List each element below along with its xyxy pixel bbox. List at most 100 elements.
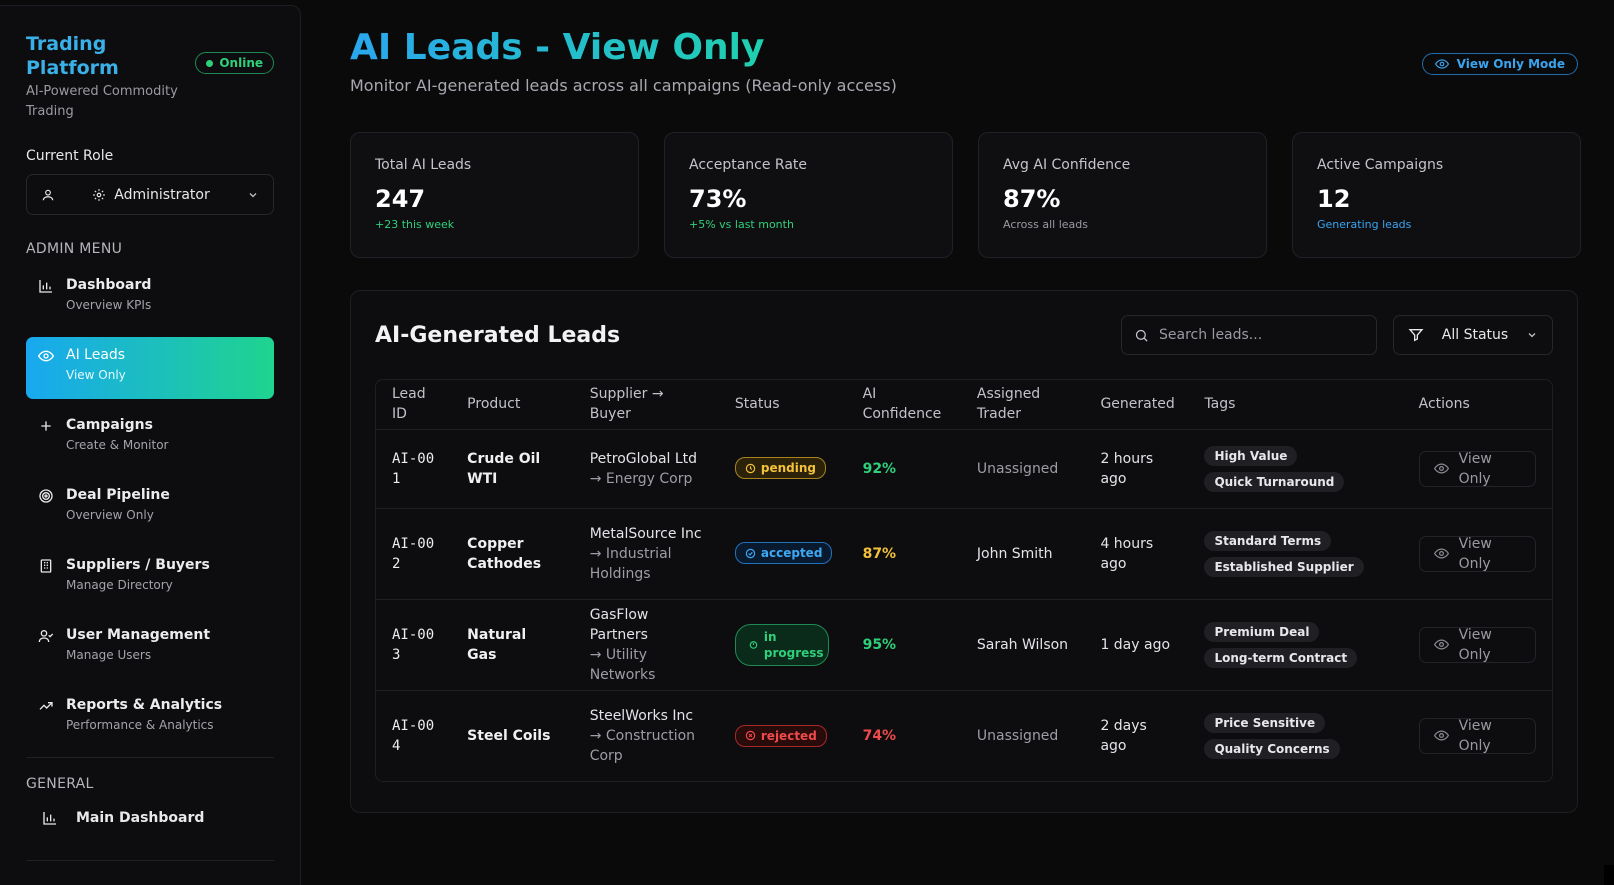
x-circle-icon (745, 730, 756, 741)
sidebar-item-subtitle: Performance & Analytics (66, 718, 214, 732)
brand-subtitle: AI-Powered Commodity Trading (26, 84, 178, 119)
tags-cell: High Value Quick Turnaround (1188, 429, 1403, 509)
view-only-button[interactable]: View Only (1418, 535, 1536, 572)
role-select[interactable]: Administrator (26, 174, 274, 215)
view-only-button[interactable]: View Only (1418, 450, 1536, 487)
current-role-label: Current Role (26, 148, 114, 164)
view-mode-label: View Only Mode (1456, 57, 1565, 71)
column-header: Status (718, 380, 847, 430)
leads-table: Lead ID Product Supplier → Buyer Status … (376, 380, 1552, 781)
table-row: AI-001 Crude Oil WTI PetroGlobal Ltd → E… (376, 429, 1552, 509)
sidebar-item-reports-analytics[interactable]: Reports & Analytics Performance & Analyt… (26, 687, 274, 749)
online-status-badge: Online (195, 52, 274, 74)
column-header: AI Confidence (846, 380, 961, 430)
table-row: AI-002 Copper Cathodes MetalSource Inc →… (376, 508, 1552, 600)
kpi-label: Total AI Leads (375, 157, 472, 173)
sidebar-item-deal-pipeline[interactable]: Deal Pipeline Overview Only (26, 477, 274, 539)
assigned-trader: Unassigned (960, 429, 1085, 509)
column-header: Product (451, 380, 574, 430)
kpi-label: Avg AI Confidence (1003, 157, 1131, 173)
view-only-button[interactable]: View Only (1418, 626, 1536, 663)
supplier-buyer: SteelWorks Inc → Construction Corp (574, 690, 719, 781)
lead-id: AI-001 (376, 429, 452, 509)
sidebar-item-title: Main Dashboard (76, 810, 205, 826)
target-icon (38, 488, 54, 504)
generated-time: 2 hours ago (1084, 429, 1189, 509)
status-badge: in progress (734, 623, 829, 666)
column-header: Actions (1402, 380, 1552, 430)
sidebar-item-ai-leads[interactable]: AI Leads View Only (26, 337, 274, 399)
kpi-label: Acceptance Rate (689, 157, 808, 173)
sidebar-divider (26, 860, 274, 861)
gear-icon (92, 188, 106, 202)
tag: Long-term Contract (1204, 647, 1358, 668)
view-only-label: View Only (1458, 450, 1492, 487)
status-cell: rejected (719, 690, 847, 781)
column-header: Supplier → Buyer (573, 380, 719, 430)
tag: Quality Concerns (1204, 738, 1340, 759)
table-row: AI-003 Natural Gas GasFlow Partners → Ut… (376, 599, 1552, 691)
sidebar-divider (26, 757, 274, 758)
window-corner (1604, 865, 1614, 885)
kpi-value: 73% (689, 185, 747, 213)
supplier: MetalSource Inc (589, 525, 702, 542)
page-title: AI Leads - View Only (350, 27, 765, 68)
view-only-button[interactable]: View Only (1418, 717, 1536, 754)
sidebar-item-title: Suppliers / Buyers (66, 557, 210, 573)
buyer: → Energy Corp (589, 470, 693, 487)
status-label: rejected (760, 728, 817, 743)
product: Copper Cathodes (451, 508, 574, 600)
status-label: accepted (760, 546, 823, 561)
assigned-trader: Sarah Wilson (960, 599, 1085, 691)
generated-time: 4 hours ago (1084, 508, 1189, 600)
check-circle-icon (745, 548, 756, 559)
column-header: Lead ID (376, 380, 452, 430)
bar-chart-icon (42, 810, 58, 826)
sidebar-item-title: Campaigns (66, 417, 153, 433)
tag: Premium Deal (1204, 621, 1320, 642)
sidebar-item-user-management[interactable]: User Management Manage Users (26, 617, 274, 679)
sidebar-item-suppliers-buyers[interactable]: Suppliers / Buyers Manage Directory (26, 547, 274, 609)
sidebar-item-campaigns[interactable]: Campaigns Create & Monitor (26, 407, 274, 469)
activity-icon (748, 639, 759, 650)
table-row: AI-004 Steel Coils SteelWorks Inc → Cons… (376, 690, 1552, 781)
sidebar-item-subtitle: View Only (66, 368, 126, 382)
ai-confidence: 95% (846, 599, 961, 691)
status-filter-select[interactable]: All Status (1393, 315, 1553, 355)
status-cell: accepted (718, 508, 847, 600)
tags-cell: Price Sensitive Quality Concerns (1188, 690, 1402, 781)
status-cell: pending (718, 429, 847, 509)
user-check-icon (38, 628, 54, 644)
sidebar-item-main-dashboard[interactable]: Main Dashboard (26, 802, 274, 834)
kpi-row: Total AI Leads 247 +23 this week Accepta… (350, 132, 1581, 258)
actions-cell: View Only (1403, 690, 1552, 781)
lead-id: AI-003 (376, 599, 452, 691)
buyer: → Construction Corp (589, 727, 696, 764)
chevron-down-icon (247, 189, 259, 201)
product: Natural Gas (451, 599, 574, 691)
generated-time: 1 day ago (1084, 599, 1189, 691)
status-filter-value: All Status (1441, 327, 1509, 343)
product: Steel Coils (467, 727, 551, 744)
role-value: Administrator (55, 187, 247, 203)
view-only-label: View Only (1458, 535, 1492, 572)
eye-icon (38, 348, 54, 364)
sidebar-item-title: Dashboard (66, 277, 152, 293)
actions-cell: View Only (1402, 508, 1552, 600)
sidebar-item-dashboard[interactable]: Dashboard Overview KPIs (26, 267, 274, 329)
column-header: Assigned Trader (960, 380, 1085, 430)
leads-panel-header: AI-Generated Leads All Status (375, 315, 1553, 355)
search-input[interactable] (1159, 327, 1359, 343)
column-header: Generated (1084, 380, 1189, 430)
eye-icon (1433, 728, 1449, 743)
building-icon (38, 558, 54, 574)
assigned-trader: Unassigned (976, 727, 1059, 744)
admin-menu-label: ADMIN MENU (26, 241, 123, 257)
lead-id: AI-004 (392, 717, 435, 754)
kpi-card-avg-ai-confidence: Avg AI Confidence 87% Across all leads (978, 132, 1267, 258)
view-only-mode-badge: View Only Mode (1421, 53, 1578, 75)
kpi-value: 12 (1317, 185, 1351, 213)
eye-icon (1433, 461, 1449, 476)
status-badge: accepted (734, 542, 833, 565)
sidebar: Trading Platform AI-Powered Commodity Tr… (0, 5, 301, 885)
